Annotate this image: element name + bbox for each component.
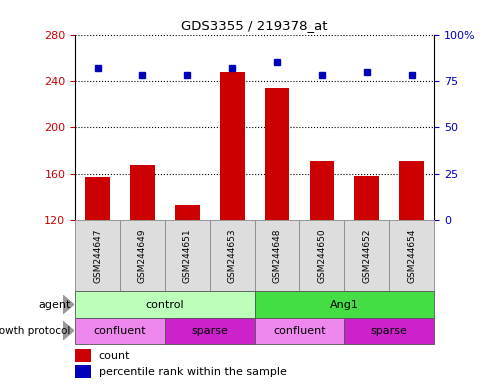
Text: GSM244648: GSM244648 (272, 229, 281, 283)
Text: confluent: confluent (272, 326, 325, 336)
Bar (254, 318, 344, 344)
Bar (254, 220, 299, 291)
Text: Ang1: Ang1 (329, 300, 358, 310)
Polygon shape (63, 295, 74, 314)
Bar (75, 291, 254, 318)
Text: sparse: sparse (370, 326, 407, 336)
Bar (398, 161, 423, 220)
Bar (299, 220, 344, 291)
Bar (175, 205, 199, 220)
Bar (219, 72, 244, 220)
Text: GSM244649: GSM244649 (137, 229, 147, 283)
Text: agent: agent (38, 300, 70, 310)
Bar (75, 349, 91, 362)
Text: control: control (145, 300, 184, 310)
Text: GSM244653: GSM244653 (227, 228, 236, 283)
Bar (130, 165, 154, 220)
Bar (165, 318, 254, 344)
Text: GSM244652: GSM244652 (362, 229, 371, 283)
Bar (344, 318, 433, 344)
Text: GSM244651: GSM244651 (182, 228, 192, 283)
Bar (120, 220, 165, 291)
Text: GSM244647: GSM244647 (93, 229, 102, 283)
Bar (209, 220, 254, 291)
Bar (354, 176, 378, 220)
Text: sparse: sparse (191, 326, 228, 336)
Text: GSM244650: GSM244650 (317, 228, 326, 283)
Bar (75, 318, 165, 344)
Title: GDS3355 / 219378_at: GDS3355 / 219378_at (181, 19, 327, 32)
Bar (344, 220, 388, 291)
Text: confluent: confluent (93, 326, 146, 336)
Text: GSM244654: GSM244654 (406, 229, 415, 283)
Bar (388, 220, 433, 291)
Bar (165, 220, 209, 291)
Bar (85, 177, 110, 220)
Bar (75, 220, 120, 291)
Text: growth protocol: growth protocol (0, 326, 70, 336)
Bar (264, 88, 289, 220)
Polygon shape (63, 321, 74, 340)
Bar (254, 291, 433, 318)
Bar (309, 161, 333, 220)
Bar (75, 365, 91, 379)
Text: count: count (98, 351, 130, 361)
Text: percentile rank within the sample: percentile rank within the sample (98, 367, 286, 377)
